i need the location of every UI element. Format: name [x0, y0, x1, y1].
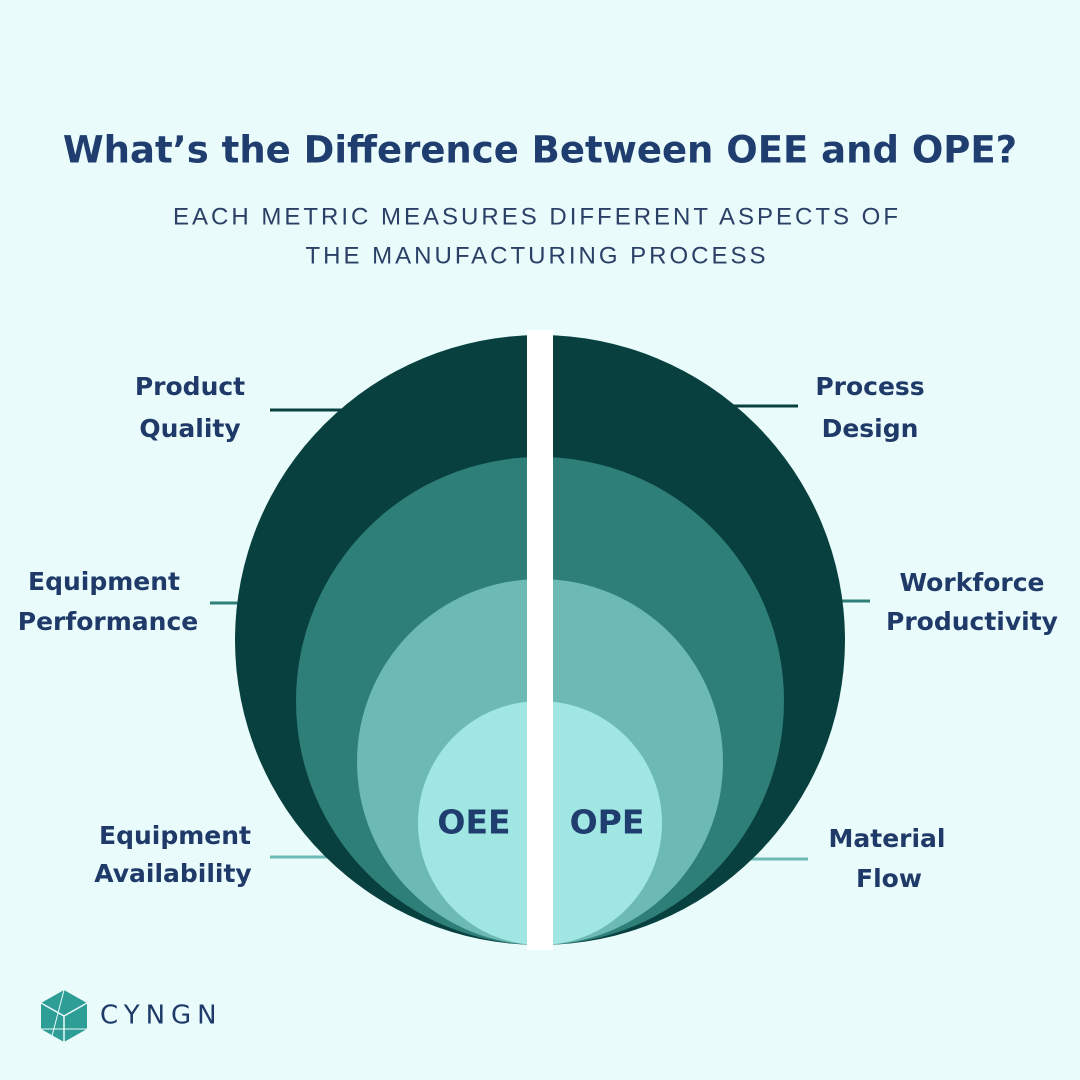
component-label: Material — [829, 824, 946, 853]
subtitle-line: EACH METRIC MEASURES DIFFERENT ASPECTS O… — [173, 203, 901, 230]
divider — [527, 330, 553, 950]
component-label: Equipment — [28, 567, 180, 596]
component-label: Design — [822, 414, 919, 443]
component-label: Product — [135, 372, 245, 401]
component-label: Quality — [139, 414, 240, 443]
nested-circles — [235, 330, 845, 950]
component-label: Availability — [94, 859, 251, 888]
logo-facet — [51, 989, 65, 1037]
center-label: OEE — [437, 803, 510, 842]
logo-text: CYNGN — [100, 1001, 223, 1031]
component-label: Productivity — [886, 607, 1058, 636]
component-label: Process — [815, 372, 924, 401]
subtitle-line: THE MANUFACTURING PROCESS — [305, 242, 768, 269]
component-label: Performance — [18, 607, 198, 636]
component-label: Workforce — [900, 568, 1045, 597]
title: What’s the Difference Between OEE and OP… — [63, 129, 1017, 172]
component-label: Equipment — [99, 821, 251, 850]
center-label: OPE — [570, 803, 645, 842]
logo-icon — [40, 989, 88, 1042]
component-label: Flow — [856, 864, 922, 893]
